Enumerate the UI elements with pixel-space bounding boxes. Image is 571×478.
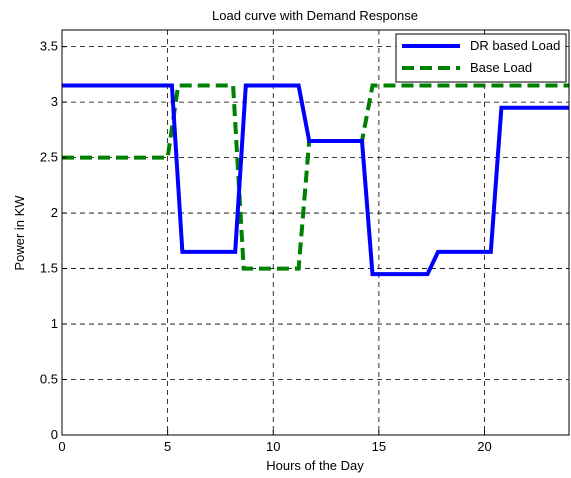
y-tick-label: 1	[51, 316, 58, 331]
legend-box	[395, 33, 567, 83]
chart-title: Load curve with Demand Response	[212, 8, 418, 23]
x-axis-label: Hours of the Day	[266, 458, 364, 473]
plot-frame	[61, 29, 570, 436]
x-tick-label: 5	[164, 439, 171, 454]
x-tick-label: 20	[477, 439, 491, 454]
y-tick-label: 1.5	[40, 261, 58, 276]
y-tick-label: 3.5	[40, 39, 58, 54]
y-axis-ticks: 0 0.5 1 1.5 2 2.5 3 3.5	[40, 39, 67, 442]
y-tick-label: 3	[51, 94, 58, 109]
legend-entry: Base Load	[470, 60, 532, 75]
y-tick-label: 2	[51, 205, 58, 220]
x-axis-ticks: 0 5 10 15 20	[58, 430, 492, 454]
series-line-dr-based-load	[62, 83, 569, 277]
series-layer	[62, 83, 569, 277]
y-axis-label: Power in KW	[12, 195, 27, 271]
x-tick-label: 0	[58, 439, 65, 454]
x-tick-label: 10	[266, 439, 280, 454]
x-tick-label: 15	[372, 439, 386, 454]
grid-lines	[62, 30, 569, 435]
legend-entry: DR based Load	[470, 38, 560, 53]
y-tick-label: 2.5	[40, 150, 58, 165]
y-tick-label: 0.5	[40, 372, 58, 387]
y-tick-label: 0	[51, 427, 58, 442]
legend: DR based Load Base Load	[395, 33, 567, 83]
